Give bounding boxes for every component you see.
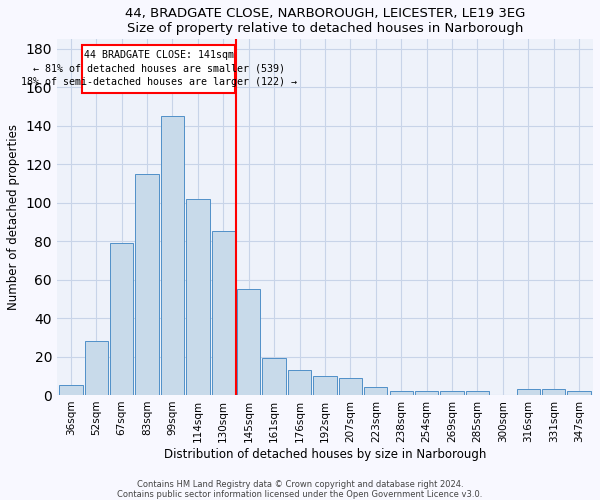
Bar	[262, 358, 286, 395]
Text: 44 BRADGATE CLOSE: 141sqm: 44 BRADGATE CLOSE: 141sqm	[83, 50, 233, 60]
Bar	[338, 378, 362, 395]
Bar	[237, 289, 260, 395]
Title: 44, BRADGATE CLOSE, NARBOROUGH, LEICESTER, LE19 3EG
Size of property relative to: 44, BRADGATE CLOSE, NARBOROUGH, LEICESTE…	[125, 7, 525, 35]
Bar	[517, 389, 540, 395]
Bar	[542, 389, 565, 395]
Bar	[466, 391, 489, 395]
Bar	[136, 174, 159, 395]
Bar	[212, 232, 235, 395]
Bar	[568, 391, 591, 395]
Bar	[161, 116, 184, 395]
Text: Contains HM Land Registry data © Crown copyright and database right 2024.
Contai: Contains HM Land Registry data © Crown c…	[118, 480, 482, 499]
Bar	[313, 376, 337, 395]
Bar	[415, 391, 438, 395]
X-axis label: Distribution of detached houses by size in Narborough: Distribution of detached houses by size …	[164, 448, 486, 460]
FancyBboxPatch shape	[82, 44, 235, 93]
Bar	[288, 370, 311, 395]
Text: ← 81% of detached houses are smaller (539): ← 81% of detached houses are smaller (53…	[32, 64, 284, 74]
Bar	[85, 341, 108, 395]
Bar	[59, 386, 83, 395]
Bar	[186, 198, 209, 395]
Bar	[110, 243, 133, 395]
Bar	[440, 391, 464, 395]
Y-axis label: Number of detached properties: Number of detached properties	[7, 124, 20, 310]
Bar	[389, 391, 413, 395]
Bar	[364, 388, 388, 395]
Text: 18% of semi-detached houses are larger (122) →: 18% of semi-detached houses are larger (…	[20, 77, 296, 87]
